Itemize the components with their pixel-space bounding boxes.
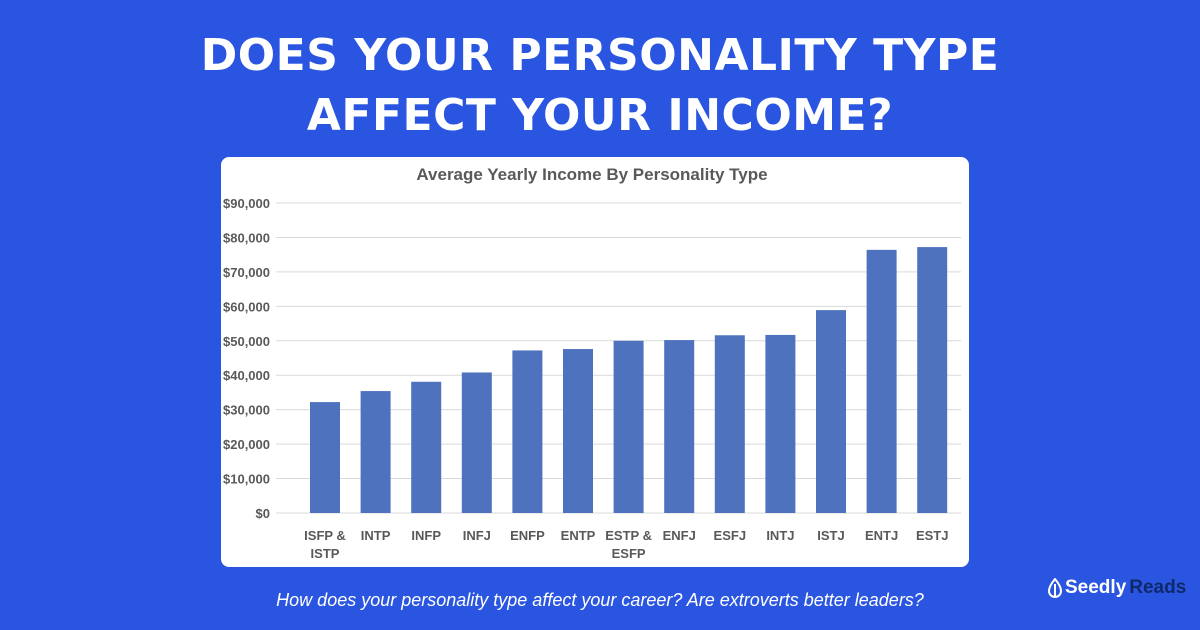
x-tick-label: ENFJ [663,528,696,543]
bar-intj [765,334,796,513]
bar-entp [563,349,593,513]
x-tick-label: INTJ [766,528,794,543]
y-tick-label: $50,000 [223,334,270,349]
y-tick-label: $90,000 [223,196,270,211]
x-tick-label: ENFP [510,528,545,543]
bar-estj [917,247,948,513]
x-tick-label: ISTP [311,546,340,561]
x-tick-label: ISFP & [304,528,346,543]
bar-isfp-istp [310,402,340,513]
headline-line-1: DOES YOUR PERSONALITY TYPE [200,30,1000,81]
x-tick-label: INFP [411,528,441,543]
seed-icon [1048,578,1062,598]
x-tick-label: ESFJ [714,528,747,543]
bar-enfj [664,340,695,513]
y-tick-label: $60,000 [223,299,270,314]
bar-entj [866,249,897,513]
y-tick-label: $30,000 [223,403,270,418]
y-tick-label: $40,000 [223,368,270,383]
bar-esfj [714,335,745,513]
headline-line-2: AFFECT YOUR INCOME? [306,90,894,141]
chart-title: Average Yearly Income By Personality Typ… [416,165,767,184]
x-tick-label: ESTJ [916,528,949,543]
y-tick-label: $0 [256,506,270,521]
bar-enfp [512,350,543,513]
seedly-reads-logo: Seedly Reads [1048,577,1186,599]
x-tick-label: ISTJ [817,528,844,543]
x-tick-label: ESFP [612,546,646,561]
x-tick-label: ENTP [561,528,596,543]
logo-text-seedly: Seedly [1065,577,1127,598]
bar-chart: Average Yearly Income By Personality Typ… [223,165,961,561]
x-tick-label: INFJ [463,528,491,543]
logo-text-reads: Reads [1129,577,1187,598]
chart-card: Average Yearly Income By Personality Typ… [221,157,969,567]
y-tick-label: $20,000 [223,437,270,452]
bar-estp-esfp [613,340,644,513]
bar-intp [360,391,391,513]
x-tick-label: ENTJ [865,528,898,543]
y-tick-label: $10,000 [223,472,270,487]
y-tick-label: $80,000 [223,230,270,245]
y-tick-label: $70,000 [223,265,270,280]
x-tick-label: INTP [361,528,391,543]
x-tick-label: ESTP & [605,528,652,543]
bar-infp [411,381,442,513]
bar-istj [816,310,846,513]
bar-infj [461,372,492,513]
caption: How does your personality type affect yo… [276,590,924,610]
